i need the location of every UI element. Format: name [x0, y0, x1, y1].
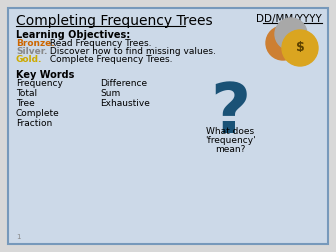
Text: Complete: Complete [16, 109, 60, 118]
Text: Tree: Tree [16, 99, 35, 108]
Text: Key Words: Key Words [16, 70, 74, 80]
Text: DD/MM/YYYY: DD/MM/YYYY [256, 14, 322, 24]
Text: 1: 1 [16, 234, 20, 240]
FancyBboxPatch shape [8, 8, 328, 244]
Text: Discover how to find missing values.: Discover how to find missing values. [47, 47, 216, 56]
Circle shape [282, 30, 318, 66]
Text: What does: What does [206, 127, 254, 136]
Circle shape [275, 18, 307, 50]
Text: ?: ? [210, 80, 250, 147]
Text: Complete Frequency Trees.: Complete Frequency Trees. [47, 55, 172, 64]
Text: Silver.: Silver. [16, 47, 47, 56]
Text: Fraction: Fraction [16, 119, 52, 128]
Text: Learning Objectives:: Learning Objectives: [16, 30, 130, 40]
Text: Exhaustive: Exhaustive [100, 99, 150, 108]
Text: 'frequency': 'frequency' [205, 136, 255, 145]
Text: Read Frequency Trees.: Read Frequency Trees. [47, 39, 152, 48]
Text: Difference: Difference [100, 79, 147, 88]
Text: Gold.: Gold. [16, 55, 42, 64]
Text: Total: Total [16, 89, 37, 98]
Text: Frequency: Frequency [16, 79, 63, 88]
Circle shape [266, 26, 300, 60]
Text: Sum: Sum [100, 89, 120, 98]
Text: Bronze.: Bronze. [16, 39, 55, 48]
Text: $: $ [296, 42, 304, 54]
Text: mean?: mean? [215, 145, 245, 154]
Text: Completing Frequency Trees: Completing Frequency Trees [16, 14, 213, 28]
